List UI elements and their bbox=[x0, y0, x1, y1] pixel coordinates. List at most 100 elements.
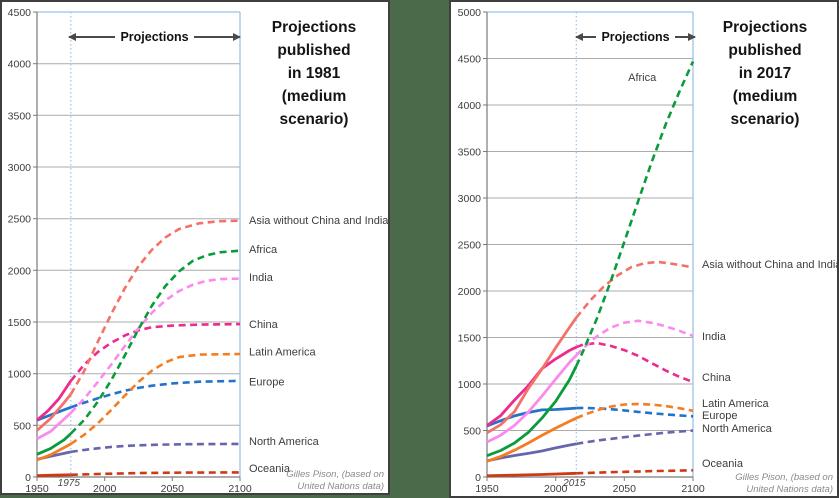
series-line-india-projection bbox=[69, 277, 241, 414]
y-tick-label-1500: 1500 bbox=[8, 317, 32, 329]
arrow-right-icon bbox=[674, 33, 697, 40]
y-tick-label-1500: 1500 bbox=[458, 333, 482, 345]
series-label-oceania: Oceania bbox=[702, 458, 744, 470]
series-line-africa-observed bbox=[36, 432, 72, 456]
title-line: (medium bbox=[281, 88, 347, 105]
projections-header: Projections bbox=[574, 28, 697, 46]
x-tick-label-2000: 2000 bbox=[93, 483, 117, 493]
y-tick-label-4500: 4500 bbox=[8, 7, 32, 19]
attribution-line: Gilles Pison, (based on bbox=[286, 469, 384, 481]
series-line-latin-america-projection bbox=[70, 352, 241, 445]
series-label-latin-america: Latin America bbox=[702, 398, 770, 410]
attribution: Gilles Pison, (based on United Nations d… bbox=[735, 472, 833, 495]
series-line-asia-without-china-and-india-observed bbox=[36, 393, 72, 432]
x-tick-label-2100: 2100 bbox=[228, 483, 252, 493]
y-tick-label-3500: 3500 bbox=[458, 147, 482, 159]
y-tick-label-2500: 2500 bbox=[8, 214, 32, 226]
title-line: in 1981 bbox=[287, 65, 341, 82]
series-line-north-america-projection bbox=[70, 442, 241, 454]
title-line: in 2017 bbox=[738, 65, 792, 82]
series-label-africa: Africa bbox=[628, 72, 657, 84]
title-line: Projections bbox=[722, 19, 808, 36]
y-tick-label-2500: 2500 bbox=[458, 240, 482, 252]
y-tick-label-4000: 4000 bbox=[458, 100, 482, 112]
y-tick-label-500: 500 bbox=[463, 426, 481, 438]
arrow-left-icon bbox=[574, 33, 597, 40]
series-line-africa-projection bbox=[69, 249, 241, 435]
series-line-asia-without-china-and-india-observed bbox=[486, 316, 578, 435]
x-tick-label-2050: 2050 bbox=[161, 483, 185, 493]
series-line-latin-america-observed bbox=[486, 416, 577, 463]
series-line-africa-observed bbox=[486, 365, 578, 458]
series-line-india-projection bbox=[575, 319, 694, 357]
y-tick-label-0: 0 bbox=[475, 472, 481, 484]
series-label-europe: Europe bbox=[249, 376, 284, 388]
y-tick-label-1000: 1000 bbox=[8, 369, 32, 381]
series-line-china-projection bbox=[575, 341, 694, 384]
series-line-china-projection bbox=[69, 322, 241, 382]
series-label-north-america: North America bbox=[702, 423, 773, 435]
chart-title-2017: Projections published in 2017 (medium sc… bbox=[695, 16, 835, 131]
y-tick-label-500: 500 bbox=[13, 420, 31, 432]
chart-panel-2017: 0 500 1000 1500 2000 2500 3000 3500 4000 4500 5000… bbox=[449, 0, 839, 498]
x-tick-label-1950: 1950 bbox=[25, 483, 49, 493]
series-line-oceania-observed bbox=[486, 471, 577, 478]
series-line-europe-projection bbox=[576, 406, 694, 418]
series-label-asia-without-china-and-india: Asia without China and India bbox=[702, 259, 837, 271]
series-line-oceania-projection bbox=[70, 471, 241, 477]
attribution: Gilles Pison, (based on United Nations d… bbox=[286, 469, 384, 492]
series-line-africa-projection bbox=[575, 60, 695, 367]
series-label-europe: Europe bbox=[702, 410, 737, 422]
series-label-oceania: Oceania bbox=[249, 463, 291, 475]
population-chart-2017: 0 500 1000 1500 2000 2500 3000 3500 4000 4500 5000… bbox=[458, 7, 837, 495]
chart-title-1981: Projections published in 1981 (medium sc… bbox=[242, 16, 386, 131]
population-chart-1981: 0 500 1000 1500 2000 2500 3000 3500 4000 4500 1950… bbox=[8, 7, 388, 493]
projections-label: Projections bbox=[120, 30, 189, 44]
series-label-latin-america: Latin America bbox=[249, 347, 317, 359]
series-line-china-observed bbox=[486, 345, 577, 427]
series-line-asia-without-china-and-india-projection bbox=[575, 260, 694, 319]
series-label-india: India bbox=[249, 272, 274, 284]
title-line: (medium bbox=[732, 88, 798, 105]
title-line: published bbox=[728, 42, 802, 59]
x-tick-label-2000: 2000 bbox=[544, 483, 568, 495]
series-label-africa: Africa bbox=[249, 244, 278, 256]
y-tick-label-4000: 4000 bbox=[8, 59, 32, 71]
y-tick-label-2000: 2000 bbox=[458, 286, 482, 298]
series-label-north-america: North America bbox=[249, 436, 320, 448]
y-tick-label-0: 0 bbox=[25, 472, 31, 484]
series-line-europe-observed bbox=[486, 406, 577, 428]
chart-panel-1981: 0 500 1000 1500 2000 2500 3000 3500 4000 4500 1950… bbox=[0, 0, 390, 495]
x-tick-label-2100: 2100 bbox=[681, 483, 705, 495]
series-line-north-america-projection bbox=[576, 429, 694, 446]
title-line: Projections bbox=[271, 19, 357, 36]
title-line: published bbox=[277, 42, 351, 59]
projection-start-year-label: 2015 bbox=[562, 478, 586, 489]
x-tick-label-2050: 2050 bbox=[613, 483, 637, 495]
series-line-oceania-projection bbox=[576, 469, 694, 475]
series-line-latin-america-observed bbox=[36, 442, 72, 462]
y-tick-label-3000: 3000 bbox=[8, 162, 32, 174]
attribution-line: United Nations data) bbox=[297, 480, 384, 492]
arrow-left-icon bbox=[67, 33, 116, 40]
arrow-right-icon bbox=[193, 33, 242, 40]
attribution-line: Gilles Pison, (based on bbox=[735, 472, 833, 484]
projection-start-year-label: 1975 bbox=[58, 478, 81, 489]
projections-header: Projections bbox=[67, 28, 242, 46]
series-line-china-observed bbox=[36, 380, 72, 422]
y-tick-label-4500: 4500 bbox=[458, 54, 482, 66]
series-line-india-observed bbox=[486, 354, 578, 444]
y-tick-label-3000: 3000 bbox=[458, 193, 482, 205]
series-line-oceania-observed bbox=[36, 473, 71, 478]
x-tick-label-1950: 1950 bbox=[475, 483, 499, 495]
series-label-china: China bbox=[702, 372, 732, 384]
y-tick-label-2000: 2000 bbox=[8, 265, 32, 277]
series-line-latin-america-projection bbox=[575, 402, 694, 420]
projections-label: Projections bbox=[601, 30, 670, 44]
series-line-north-america-observed bbox=[486, 442, 577, 463]
series-label-asia-without-china-and-india: Asia without China and India bbox=[249, 215, 388, 227]
series-line-india-observed bbox=[36, 411, 72, 441]
y-tick-label-3500: 3500 bbox=[8, 110, 32, 122]
series-line-asia-without-china-and-india-projection bbox=[69, 219, 241, 395]
title-line: scenario) bbox=[730, 111, 800, 128]
